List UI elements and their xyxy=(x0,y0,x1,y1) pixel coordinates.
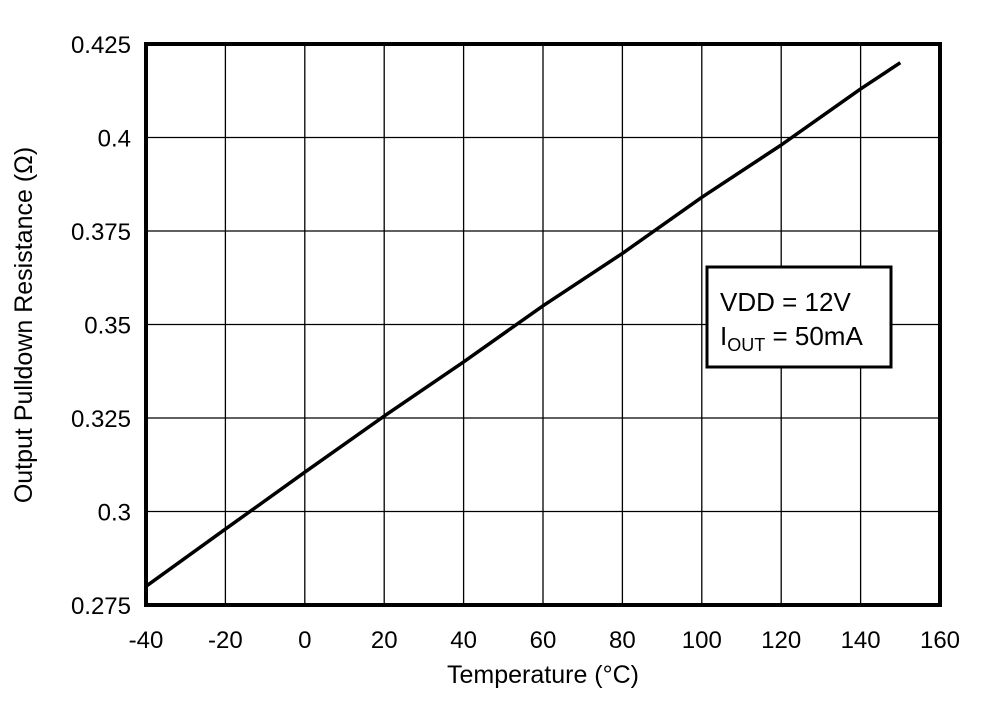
y-tick-label: 0.425 xyxy=(71,32,131,59)
y-tick-label: 0.375 xyxy=(71,219,131,246)
resistance-line xyxy=(144,61,902,588)
x-tick-label: -40 xyxy=(129,627,164,654)
y-axis-ticks: 0.275 0.3 0.325 0.35 0.375 0.4 0.425 xyxy=(71,32,131,620)
legend-line-vdd: VDD = 12V xyxy=(720,287,851,317)
x-tick-label: 20 xyxy=(371,627,398,654)
legend-iout-subscript: OUT xyxy=(727,335,765,355)
x-axis-label: Temperature (°C) xyxy=(447,661,639,689)
y-tick-label: 0.35 xyxy=(84,313,131,340)
y-tick-label: 0.3 xyxy=(98,500,131,527)
y-axis-label: Output Pulldown Resistance (Ω) xyxy=(10,147,38,503)
x-tick-label: 80 xyxy=(609,627,636,654)
x-tick-label: 0 xyxy=(298,627,311,654)
y-tick-label: 0.4 xyxy=(98,126,131,153)
plot-frame xyxy=(144,42,942,607)
x-tick-label: 40 xyxy=(450,627,477,654)
x-tick-label: 100 xyxy=(682,627,722,654)
y-tick-label: 0.325 xyxy=(71,406,131,433)
x-tick-label: -20 xyxy=(208,627,243,654)
grid-lines xyxy=(146,44,940,605)
data-series xyxy=(144,61,902,588)
x-axis-ticks: -40 -20 0 20 40 60 80 100 120 140 160 xyxy=(129,627,960,654)
x-tick-label: 60 xyxy=(530,627,557,654)
legend-box xyxy=(705,265,893,369)
x-tick-label: 120 xyxy=(761,627,801,654)
legend-annotation: VDD = 12V IOUT = 50mA xyxy=(705,265,893,369)
legend-iout-value: = 50mA xyxy=(765,321,863,351)
x-tick-label: 140 xyxy=(841,627,881,654)
x-tick-label: 160 xyxy=(920,627,960,654)
legend-line-iout: IOUT = 50mA xyxy=(720,321,863,355)
legend-iout-main: I xyxy=(720,321,727,351)
y-tick-label: 0.275 xyxy=(71,593,131,620)
